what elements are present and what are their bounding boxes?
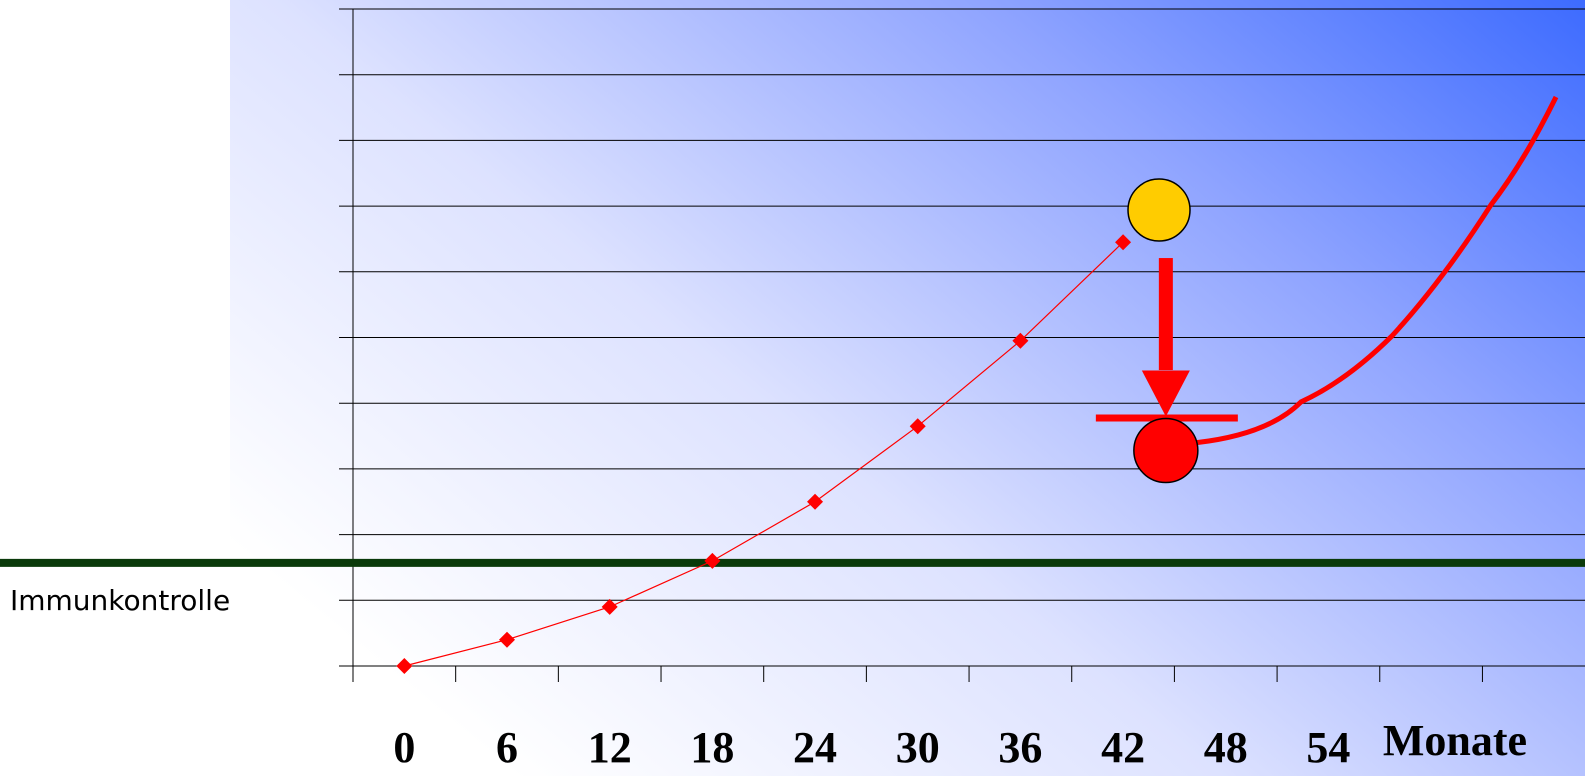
arrow-head bbox=[1141, 370, 1190, 417]
data-point bbox=[499, 631, 516, 648]
event-marker bbox=[1133, 417, 1199, 484]
data-point bbox=[601, 598, 618, 615]
background bbox=[230, 0, 1585, 776]
data-point bbox=[807, 493, 824, 510]
data-point bbox=[704, 552, 721, 569]
x-tick-label: 24 bbox=[793, 723, 837, 772]
x-tick-label: 18 bbox=[690, 723, 734, 772]
x-tick-label: 42 bbox=[1101, 723, 1145, 772]
x-axis-label: Monate bbox=[1383, 716, 1527, 765]
data-point bbox=[396, 658, 413, 674]
data-point bbox=[1012, 332, 1029, 349]
threshold-label: Immunkontrolle bbox=[10, 584, 230, 617]
data-point bbox=[1115, 234, 1132, 251]
event-marker bbox=[1127, 178, 1191, 242]
x-tick-label: 36 bbox=[998, 723, 1042, 772]
x-tick-label: 48 bbox=[1204, 723, 1248, 772]
x-tick-label: 6 bbox=[496, 723, 518, 772]
data-point bbox=[909, 418, 926, 435]
x-tick-label: 30 bbox=[896, 723, 940, 772]
x-tick-label: 0 bbox=[393, 723, 415, 772]
x-tick-label: 12 bbox=[588, 723, 632, 772]
relapse-curve bbox=[1196, 95, 1559, 446]
x-tick-label: 54 bbox=[1306, 723, 1350, 772]
series-line bbox=[404, 241, 1124, 667]
arrow-shaft bbox=[1158, 258, 1173, 371]
